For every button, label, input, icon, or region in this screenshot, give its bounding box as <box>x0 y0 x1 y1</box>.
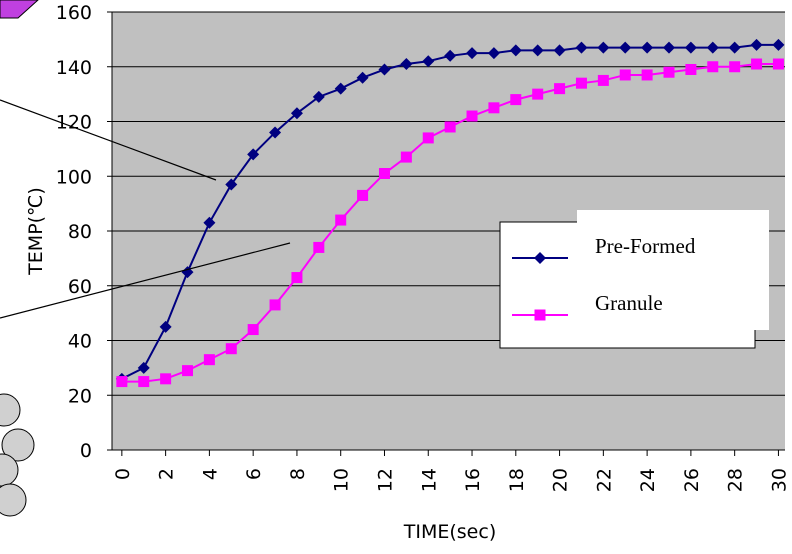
x-tick-label: 16 <box>462 468 484 492</box>
marker <box>619 41 632 54</box>
y-tick-label: 160 <box>56 2 92 24</box>
marker <box>531 44 544 57</box>
y-axis-label: TEMP(℃) <box>25 187 47 276</box>
pointer-line <box>0 99 217 181</box>
marker <box>641 41 654 54</box>
x-tick-label: 12 <box>374 468 396 492</box>
marker <box>488 102 500 114</box>
marker <box>772 38 785 51</box>
marker <box>553 44 566 57</box>
x-tick-label: 20 <box>550 468 572 492</box>
marker <box>532 88 544 100</box>
marker <box>685 63 697 75</box>
legend: Pre-Formed Granule <box>499 210 769 349</box>
marker <box>466 47 479 60</box>
x-tick-label: 28 <box>725 468 747 492</box>
marker <box>510 94 522 106</box>
marker <box>290 107 303 120</box>
marker <box>356 71 369 84</box>
marker <box>400 151 412 163</box>
marker <box>444 121 456 133</box>
marker <box>334 82 347 95</box>
marker <box>137 361 150 374</box>
marker <box>312 90 325 103</box>
marker <box>203 216 216 229</box>
marker <box>357 189 369 201</box>
y-tick-label: 40 <box>68 331 92 353</box>
y-tick-label: 20 <box>68 385 92 407</box>
marker <box>750 38 763 51</box>
decor-circles <box>0 393 35 517</box>
x-tick-label: 22 <box>593 468 615 492</box>
y-tick-label: 120 <box>56 112 92 134</box>
y-tick-label: 80 <box>68 221 92 243</box>
marker <box>269 299 281 311</box>
marker <box>335 214 347 226</box>
marker <box>313 241 325 253</box>
marker <box>597 74 609 86</box>
marker <box>597 41 610 54</box>
marker <box>160 373 172 385</box>
x-tick-label: 0 <box>112 468 134 480</box>
x-tick-label: 2 <box>156 468 178 480</box>
marker <box>203 354 215 366</box>
x-tick-label: 4 <box>199 468 221 480</box>
x-axis-label: TIME(sec) <box>403 521 496 543</box>
marker <box>291 272 303 284</box>
marker <box>378 63 391 76</box>
marker <box>487 47 500 60</box>
marker <box>707 61 719 73</box>
marker <box>728 41 741 54</box>
y-tick-label: 0 <box>80 440 92 462</box>
marker <box>751 58 763 70</box>
marker <box>400 58 413 71</box>
legend-label: Granule <box>595 291 663 315</box>
legend-label: Pre-Formed <box>595 234 696 258</box>
marker <box>706 41 719 54</box>
marker <box>619 69 631 81</box>
marker <box>684 41 697 54</box>
marker <box>159 320 172 333</box>
x-tick-label: 26 <box>681 468 703 492</box>
x-tick-label: 8 <box>287 468 309 480</box>
marker <box>247 324 259 336</box>
marker <box>116 376 128 388</box>
marker <box>729 61 741 73</box>
marker <box>663 41 676 54</box>
marker <box>641 69 653 81</box>
marker <box>225 343 237 355</box>
marker <box>466 110 478 122</box>
marker <box>422 55 435 68</box>
marker <box>269 126 282 139</box>
x-tick-label: 30 <box>768 468 790 492</box>
marker <box>422 132 434 144</box>
marker <box>378 168 390 180</box>
marker <box>554 83 566 95</box>
y-tick-label: 140 <box>56 57 92 79</box>
marker <box>138 376 150 388</box>
marker <box>534 309 546 321</box>
marker <box>509 44 522 57</box>
marker <box>444 49 457 62</box>
x-tick-label: 18 <box>506 468 528 492</box>
pointer-line <box>0 242 291 319</box>
decor-shape <box>0 0 39 19</box>
x-tick-label: 24 <box>637 468 659 492</box>
marker <box>534 252 546 264</box>
y-tick-label: 100 <box>56 166 92 188</box>
marker <box>575 41 588 54</box>
x-tick-label: 10 <box>331 468 353 492</box>
marker <box>663 66 675 78</box>
marker <box>772 58 784 70</box>
marker <box>225 178 238 191</box>
marker <box>182 365 194 377</box>
x-tick-label: 6 <box>243 468 265 480</box>
x-tick-label: 14 <box>418 468 440 492</box>
marker <box>575 77 587 89</box>
marker <box>247 148 260 161</box>
y-tick-label: 60 <box>68 276 92 298</box>
